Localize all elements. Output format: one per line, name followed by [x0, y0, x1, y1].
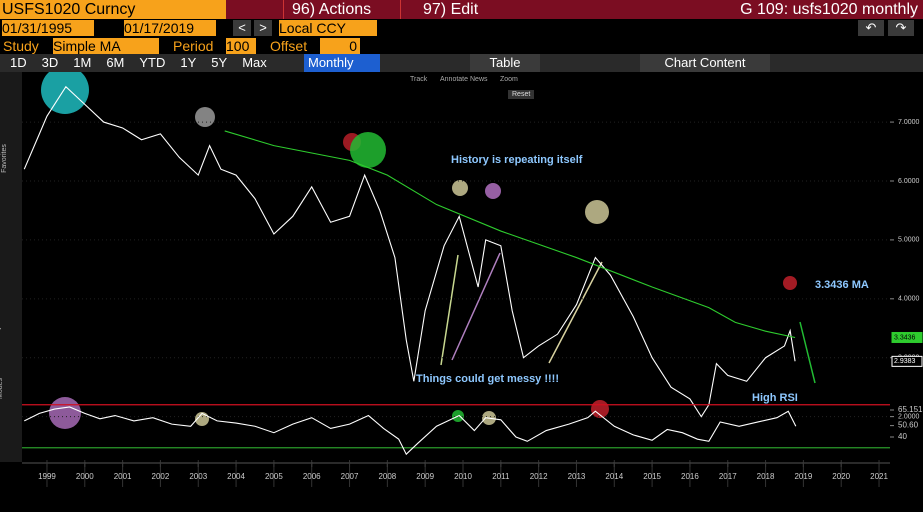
x-tick-label: 2014 — [605, 472, 623, 481]
annotation: High RSI — [752, 392, 798, 404]
x-tick-label: 2005 — [265, 472, 283, 481]
x-tick-label: 2011 — [492, 472, 510, 481]
start-date[interactable]: 01/31/1995 — [2, 20, 94, 36]
x-tick-label: 2010 — [454, 472, 472, 481]
next-button[interactable]: > — [254, 20, 272, 36]
highlight-circle — [195, 107, 215, 127]
period-label: Period — [173, 38, 214, 54]
arrow — [440, 254, 459, 366]
x-tick-label: 2004 — [227, 472, 245, 481]
actions-menu[interactable]: 96) Actions — [283, 0, 395, 19]
chart-tool[interactable]: News — [470, 76, 488, 83]
arrow — [451, 252, 501, 361]
range-button[interactable]: 6M — [106, 55, 125, 70]
range-button[interactable]: YTD — [139, 55, 166, 70]
offset-field[interactable]: 0 — [320, 38, 360, 54]
highlight-circle — [485, 183, 501, 199]
study-label: Study — [3, 38, 39, 54]
x-tick-label: 2003 — [189, 472, 207, 481]
page-title: G 109: usfs1020 monthly — [680, 0, 918, 19]
reset-button[interactable]: Reset — [508, 90, 535, 99]
y-tick-label: 5.0000 — [898, 237, 920, 244]
price-tag-label: 3.3436 — [894, 334, 916, 341]
range-buttons: 1D 3D 1M 6M YTD 1Y 5Y Max — [4, 54, 273, 72]
x-tick-label: 2012 — [530, 472, 548, 481]
period-field[interactable]: 100 — [226, 38, 256, 54]
x-tick-label: 2008 — [378, 472, 396, 481]
y-tick-label: 7.0000 — [898, 119, 920, 126]
x-tick-label: 2016 — [681, 472, 699, 481]
edit-menu[interactable]: 97) Edit — [400, 0, 512, 19]
arrow — [548, 261, 603, 364]
end-date[interactable]: 01/17/2019 — [124, 20, 216, 36]
annotation: 3.3436 MA — [815, 279, 869, 291]
offset-label: Offset — [270, 38, 308, 54]
y-tick-label: 50.60 — [898, 421, 919, 430]
x-tick-label: 2007 — [341, 472, 359, 481]
frequency-button[interactable]: Monthly — [304, 54, 380, 72]
chart-content-button[interactable]: Chart Content — [640, 54, 770, 72]
prev-button[interactable]: < — [233, 20, 251, 36]
security-field[interactable]: USFS1020 Curncy — [0, 0, 226, 19]
redo-button[interactable]: ↷ — [888, 20, 914, 36]
highlight-circle — [49, 397, 81, 429]
highlight-circle — [350, 132, 386, 168]
series-line — [224, 130, 796, 339]
range-button[interactable]: 3D — [41, 55, 59, 70]
highlight-circle — [41, 72, 89, 114]
arrow — [799, 321, 816, 384]
x-tick-label: 2018 — [757, 472, 775, 481]
price-tag-label: 2.9383 — [894, 358, 916, 365]
study-field[interactable]: Simple MA — [53, 38, 159, 54]
annotation: History is repeating itself — [451, 154, 583, 166]
side-label: Style — [0, 321, 1, 337]
side-label: Modes — [0, 377, 5, 400]
series-line — [23, 85, 796, 418]
rsi-annotations — [49, 397, 609, 429]
x-tick-label: 2020 — [832, 472, 850, 481]
side-toolbar — [0, 72, 22, 462]
x-tick-label: 2001 — [114, 472, 132, 481]
range-button[interactable]: 1D — [10, 55, 27, 70]
y-tick-label: 6.0000 — [898, 178, 920, 185]
range-button[interactable]: 1Y — [180, 55, 197, 70]
price-tag — [891, 331, 923, 343]
chart-tool[interactable]: Zoom — [500, 76, 518, 83]
x-tick-label: 2006 — [303, 472, 321, 481]
price-tag — [891, 355, 923, 367]
chart-tool[interactable]: Annotate — [440, 76, 469, 83]
table-button[interactable]: Table — [470, 54, 540, 72]
y-tick-label: 40 — [898, 432, 907, 441]
x-tick-label: 2013 — [568, 472, 586, 481]
x-tick-label: 2019 — [794, 472, 812, 481]
undo-button[interactable]: ↶ — [858, 20, 884, 36]
highlight-circle — [452, 180, 468, 196]
x-tick-label: 2015 — [643, 472, 661, 481]
chart: 2.00003.00004.00005.00006.00007.00001999… — [0, 72, 923, 487]
range-button[interactable]: 1M — [73, 55, 92, 70]
range-button[interactable]: 5Y — [211, 55, 228, 70]
x-tick-label: 2021 — [870, 472, 888, 481]
x-tick-label: 2002 — [152, 472, 170, 481]
x-tick-label: 1999 — [38, 472, 56, 481]
x-tick-label: 2000 — [76, 472, 94, 481]
y-tick-label: 4.0000 — [898, 296, 920, 303]
currency-field[interactable]: Local CCY — [279, 20, 377, 36]
x-tick-label: 2009 — [416, 472, 434, 481]
range-button[interactable]: Max — [242, 55, 267, 70]
highlight-circle — [783, 276, 797, 290]
x-tick-label: 2017 — [719, 472, 737, 481]
series-line — [24, 406, 797, 456]
side-label: Favorites — [0, 144, 8, 173]
y-tick-label: 2.0000 — [898, 413, 920, 420]
highlight-circle — [585, 200, 609, 224]
chart-tool[interactable]: Track — [410, 76, 428, 83]
annotations — [41, 72, 816, 384]
annotation: Things could get messy !!!! — [416, 373, 559, 385]
